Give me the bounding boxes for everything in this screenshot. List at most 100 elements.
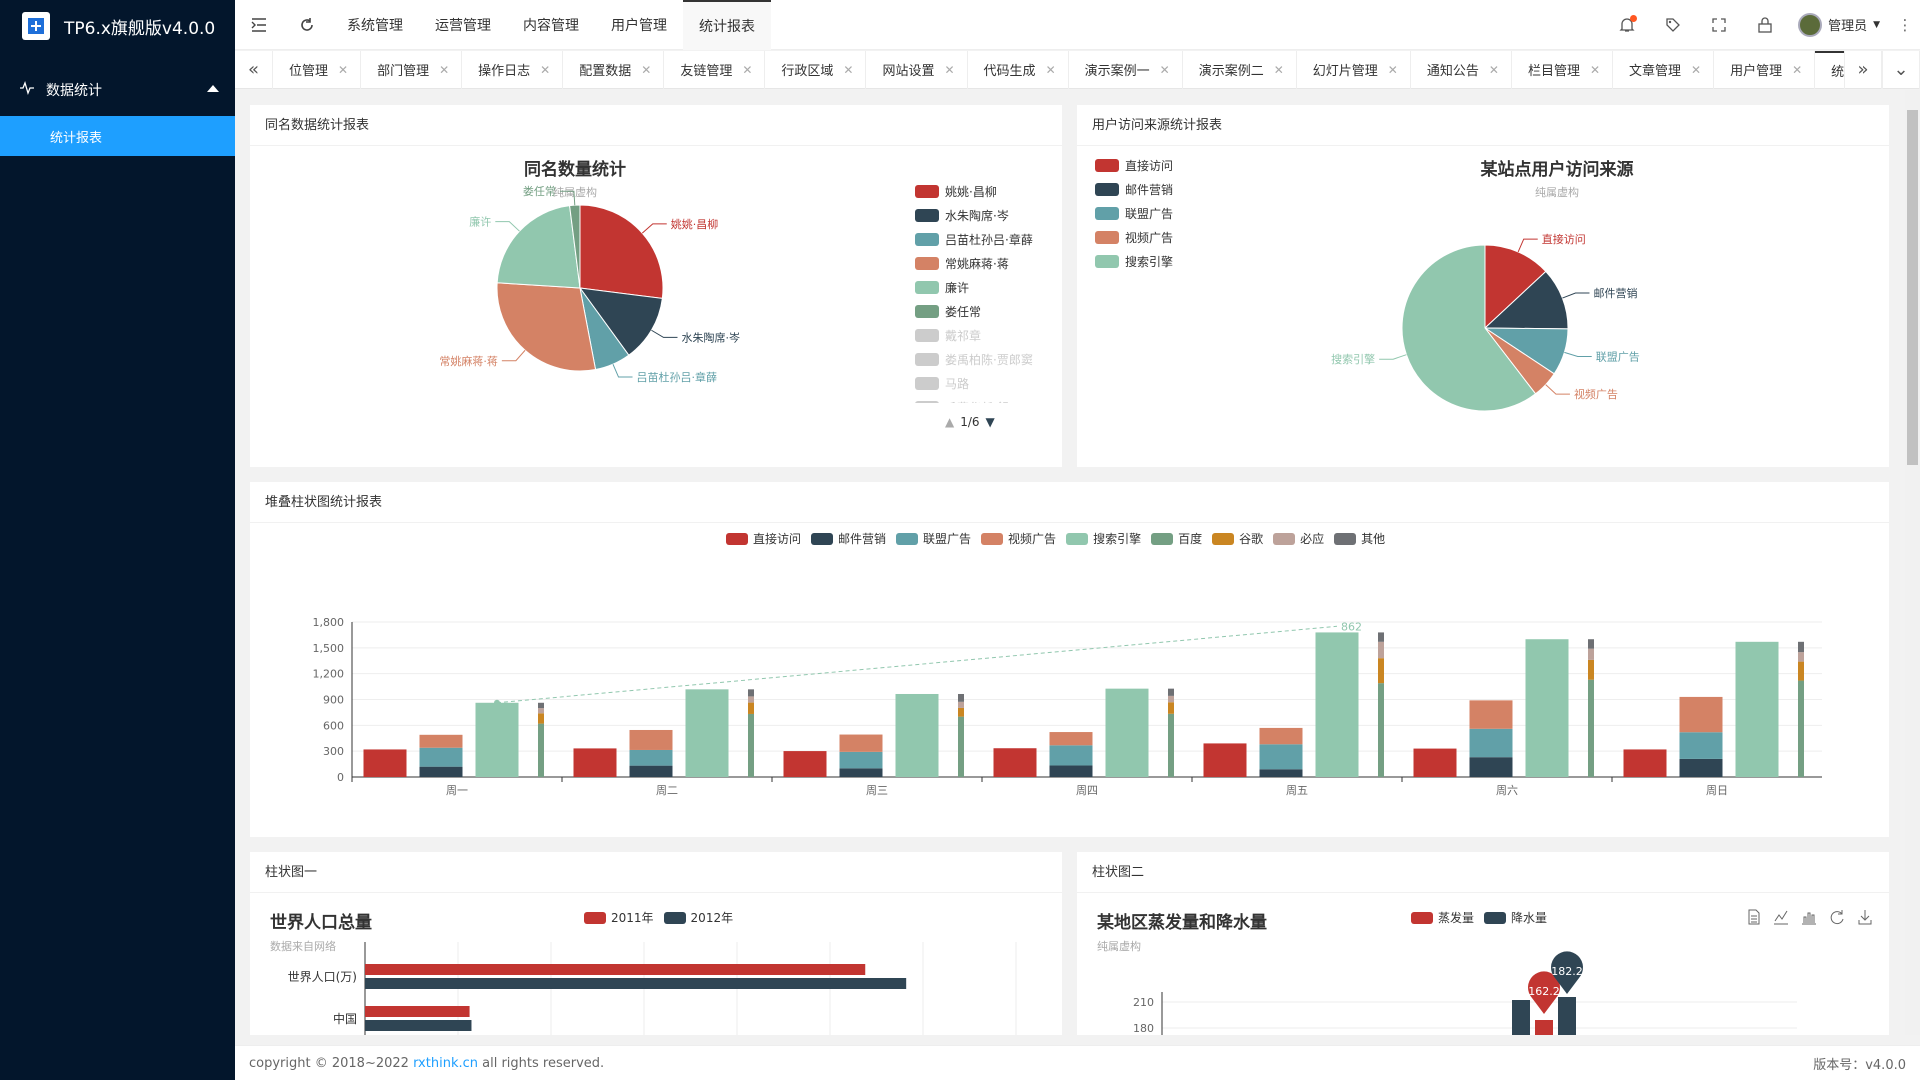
nav-user[interactable]: 用户管理	[611, 17, 667, 34]
nav-system[interactable]: 系统管理	[347, 17, 403, 34]
menu-fold-icon[interactable]	[235, 0, 283, 50]
tab-bar: « 位管理 ✕ 部门管理 ✕ 操作日志 ✕ 配置数据 ✕ 友链管理 ✕ 行政区域 ✕ 网站设置 ✕ 代码生成…	[235, 50, 1920, 89]
legend-item[interactable]: 直接访问	[1095, 157, 1173, 174]
tab-item[interactable]: 配置数据 ✕	[563, 50, 665, 89]
tag-icon[interactable]	[1650, 0, 1696, 50]
tab-item[interactable]: 部门管理 ✕	[361, 50, 463, 89]
page-up-icon[interactable]: ▲	[945, 415, 955, 429]
tab-item[interactable]: 通知公告 ✕	[1411, 50, 1512, 89]
legend-item[interactable]: 常姚麻蒋·蒋	[915, 255, 1033, 272]
bar-segment	[629, 729, 673, 750]
legend-swatch	[1095, 183, 1119, 196]
legend-item[interactable]: 2012年	[663, 909, 733, 926]
close-icon[interactable]: ✕	[540, 62, 551, 77]
bar-segment	[1798, 652, 1804, 662]
bar-segment	[1105, 688, 1149, 777]
sidebar: TP6.x旗舰版v4.0.0 数据统计 统计报表	[0, 0, 235, 1080]
tab-item[interactable]: 栏目管理 ✕	[1512, 50, 1614, 89]
lock-icon[interactable]	[1742, 0, 1788, 50]
legend-item[interactable]: 必应	[1273, 530, 1324, 547]
close-icon[interactable]: ✕	[742, 62, 753, 77]
legend-item[interactable]: 2011年	[584, 909, 654, 926]
tab-item[interactable]: 演示案例一 ✕	[1069, 50, 1183, 89]
legend-item[interactable]: 吕苗杜孙吕·章薛	[915, 231, 1033, 248]
legend-item[interactable]: 联盟广告	[896, 530, 971, 547]
nav-content[interactable]: 内容管理	[523, 17, 579, 34]
fullscreen-icon[interactable]	[1696, 0, 1742, 50]
legend-item[interactable]: 降水量	[1484, 909, 1547, 926]
tab-item[interactable]: 演示案例二 ✕	[1183, 50, 1297, 89]
close-icon[interactable]: ✕	[1387, 62, 1398, 77]
legend-item[interactable]: 娄任常	[915, 303, 1033, 320]
footer-link[interactable]: rxthink.cn	[413, 1055, 478, 1071]
legend-item[interactable]: 马路	[915, 375, 1033, 392]
document-icon[interactable]	[1747, 909, 1761, 929]
line-icon[interactable]	[1773, 909, 1789, 929]
legend-item[interactable]: 娄禹柏陈·贾郎窦	[915, 351, 1033, 368]
bar-segment	[1378, 683, 1384, 777]
close-icon[interactable]: ✕	[641, 62, 652, 77]
legend-item[interactable]: 廉许	[915, 279, 1033, 296]
legend-item[interactable]: 搜索引擎	[1066, 530, 1141, 547]
sidebar-item-stat-report[interactable]: 统计报表	[0, 116, 235, 156]
legend-item[interactable]: 视频广告	[1095, 229, 1173, 246]
close-icon[interactable]: ✕	[1691, 62, 1702, 77]
close-icon[interactable]: ✕	[338, 62, 349, 77]
chevron-down-icon[interactable]: ⌄	[1882, 50, 1920, 89]
close-icon[interactable]: ✕	[1273, 62, 1284, 77]
legend-item[interactable]: 其他	[1334, 530, 1385, 547]
legend-item[interactable]: 邮件营销	[811, 530, 886, 547]
tab-item[interactable]: 网站设置 ✕	[866, 50, 968, 89]
refresh-icon[interactable]	[283, 0, 331, 50]
nav-stats[interactable]: 统计报表	[683, 0, 771, 50]
close-icon[interactable]: ✕	[1792, 62, 1803, 77]
tab-item[interactable]: 用户管理 ✕	[1714, 50, 1816, 89]
tab-item[interactable]: 友链管理 ✕	[664, 50, 766, 89]
legend-item[interactable]: 直接访问	[726, 530, 801, 547]
tab-item[interactable]: 统	[1815, 50, 1844, 89]
scrollbar[interactable]	[1905, 90, 1920, 1035]
mark-line-start	[494, 699, 500, 706]
legend-item[interactable]: 搜索引擎	[1095, 253, 1173, 270]
bar-icon[interactable]	[1801, 909, 1817, 929]
user-menu[interactable]: 管理员 ▼	[1788, 12, 1890, 37]
app-logo[interactable]: TP6.x旗舰版v4.0.0	[0, 0, 235, 52]
tab-item[interactable]: 行政区域 ✕	[765, 50, 867, 89]
legend-item[interactable]: 联盟广告	[1095, 205, 1173, 222]
sidebar-group-stats[interactable]: 数据统计	[0, 64, 235, 116]
legend-item[interactable]: 戴祁章	[915, 327, 1033, 344]
legend-item[interactable]: 视频广告	[981, 530, 1056, 547]
more-icon[interactable]: ⋮	[1897, 15, 1913, 34]
legend-item[interactable]: 百度	[1151, 530, 1202, 547]
legend-item[interactable]: 邮件营销	[1095, 181, 1173, 198]
tab-item[interactable]: 位管理 ✕	[273, 50, 362, 89]
close-icon[interactable]: ✕	[1488, 62, 1499, 77]
tab-item[interactable]: 操作日志 ✕	[462, 50, 564, 89]
bar-segment	[1378, 632, 1384, 642]
double-left-icon[interactable]: «	[235, 50, 273, 89]
bell-icon[interactable]	[1604, 0, 1650, 50]
close-icon[interactable]: ✕	[1589, 62, 1601, 77]
close-icon[interactable]: ✕	[1159, 62, 1170, 77]
tab-item[interactable]: 文章管理 ✕	[1613, 50, 1715, 89]
nav-operation[interactable]: 运营管理	[435, 17, 491, 34]
close-icon[interactable]: ✕	[944, 62, 955, 77]
page-down-icon[interactable]: ▼	[985, 415, 995, 429]
bar-segment	[1413, 748, 1457, 777]
legend-label: 搜索引擎	[1125, 255, 1174, 269]
legend-item[interactable]: 蒸发量	[1411, 909, 1474, 926]
restore-icon[interactable]	[1829, 909, 1845, 929]
close-icon[interactable]: ✕	[1045, 62, 1056, 77]
legend-item[interactable]: 谷歌	[1212, 530, 1263, 547]
double-right-icon[interactable]: »	[1844, 50, 1882, 89]
legend-item[interactable]: 毛曹华任·舒	[915, 399, 1033, 403]
close-icon[interactable]: ✕	[439, 62, 450, 77]
tab-item[interactable]: 幻灯片管理 ✕	[1297, 50, 1411, 89]
tab-item[interactable]: 代码生成 ✕	[968, 50, 1069, 89]
close-icon[interactable]: ✕	[843, 62, 854, 77]
scrollbar-thumb[interactable]	[1907, 110, 1918, 465]
legend-item[interactable]: 姚姚·昌柳	[915, 183, 1033, 200]
download-icon[interactable]	[1857, 909, 1873, 929]
legend-item[interactable]: 水朱陶席·岑	[915, 207, 1033, 224]
